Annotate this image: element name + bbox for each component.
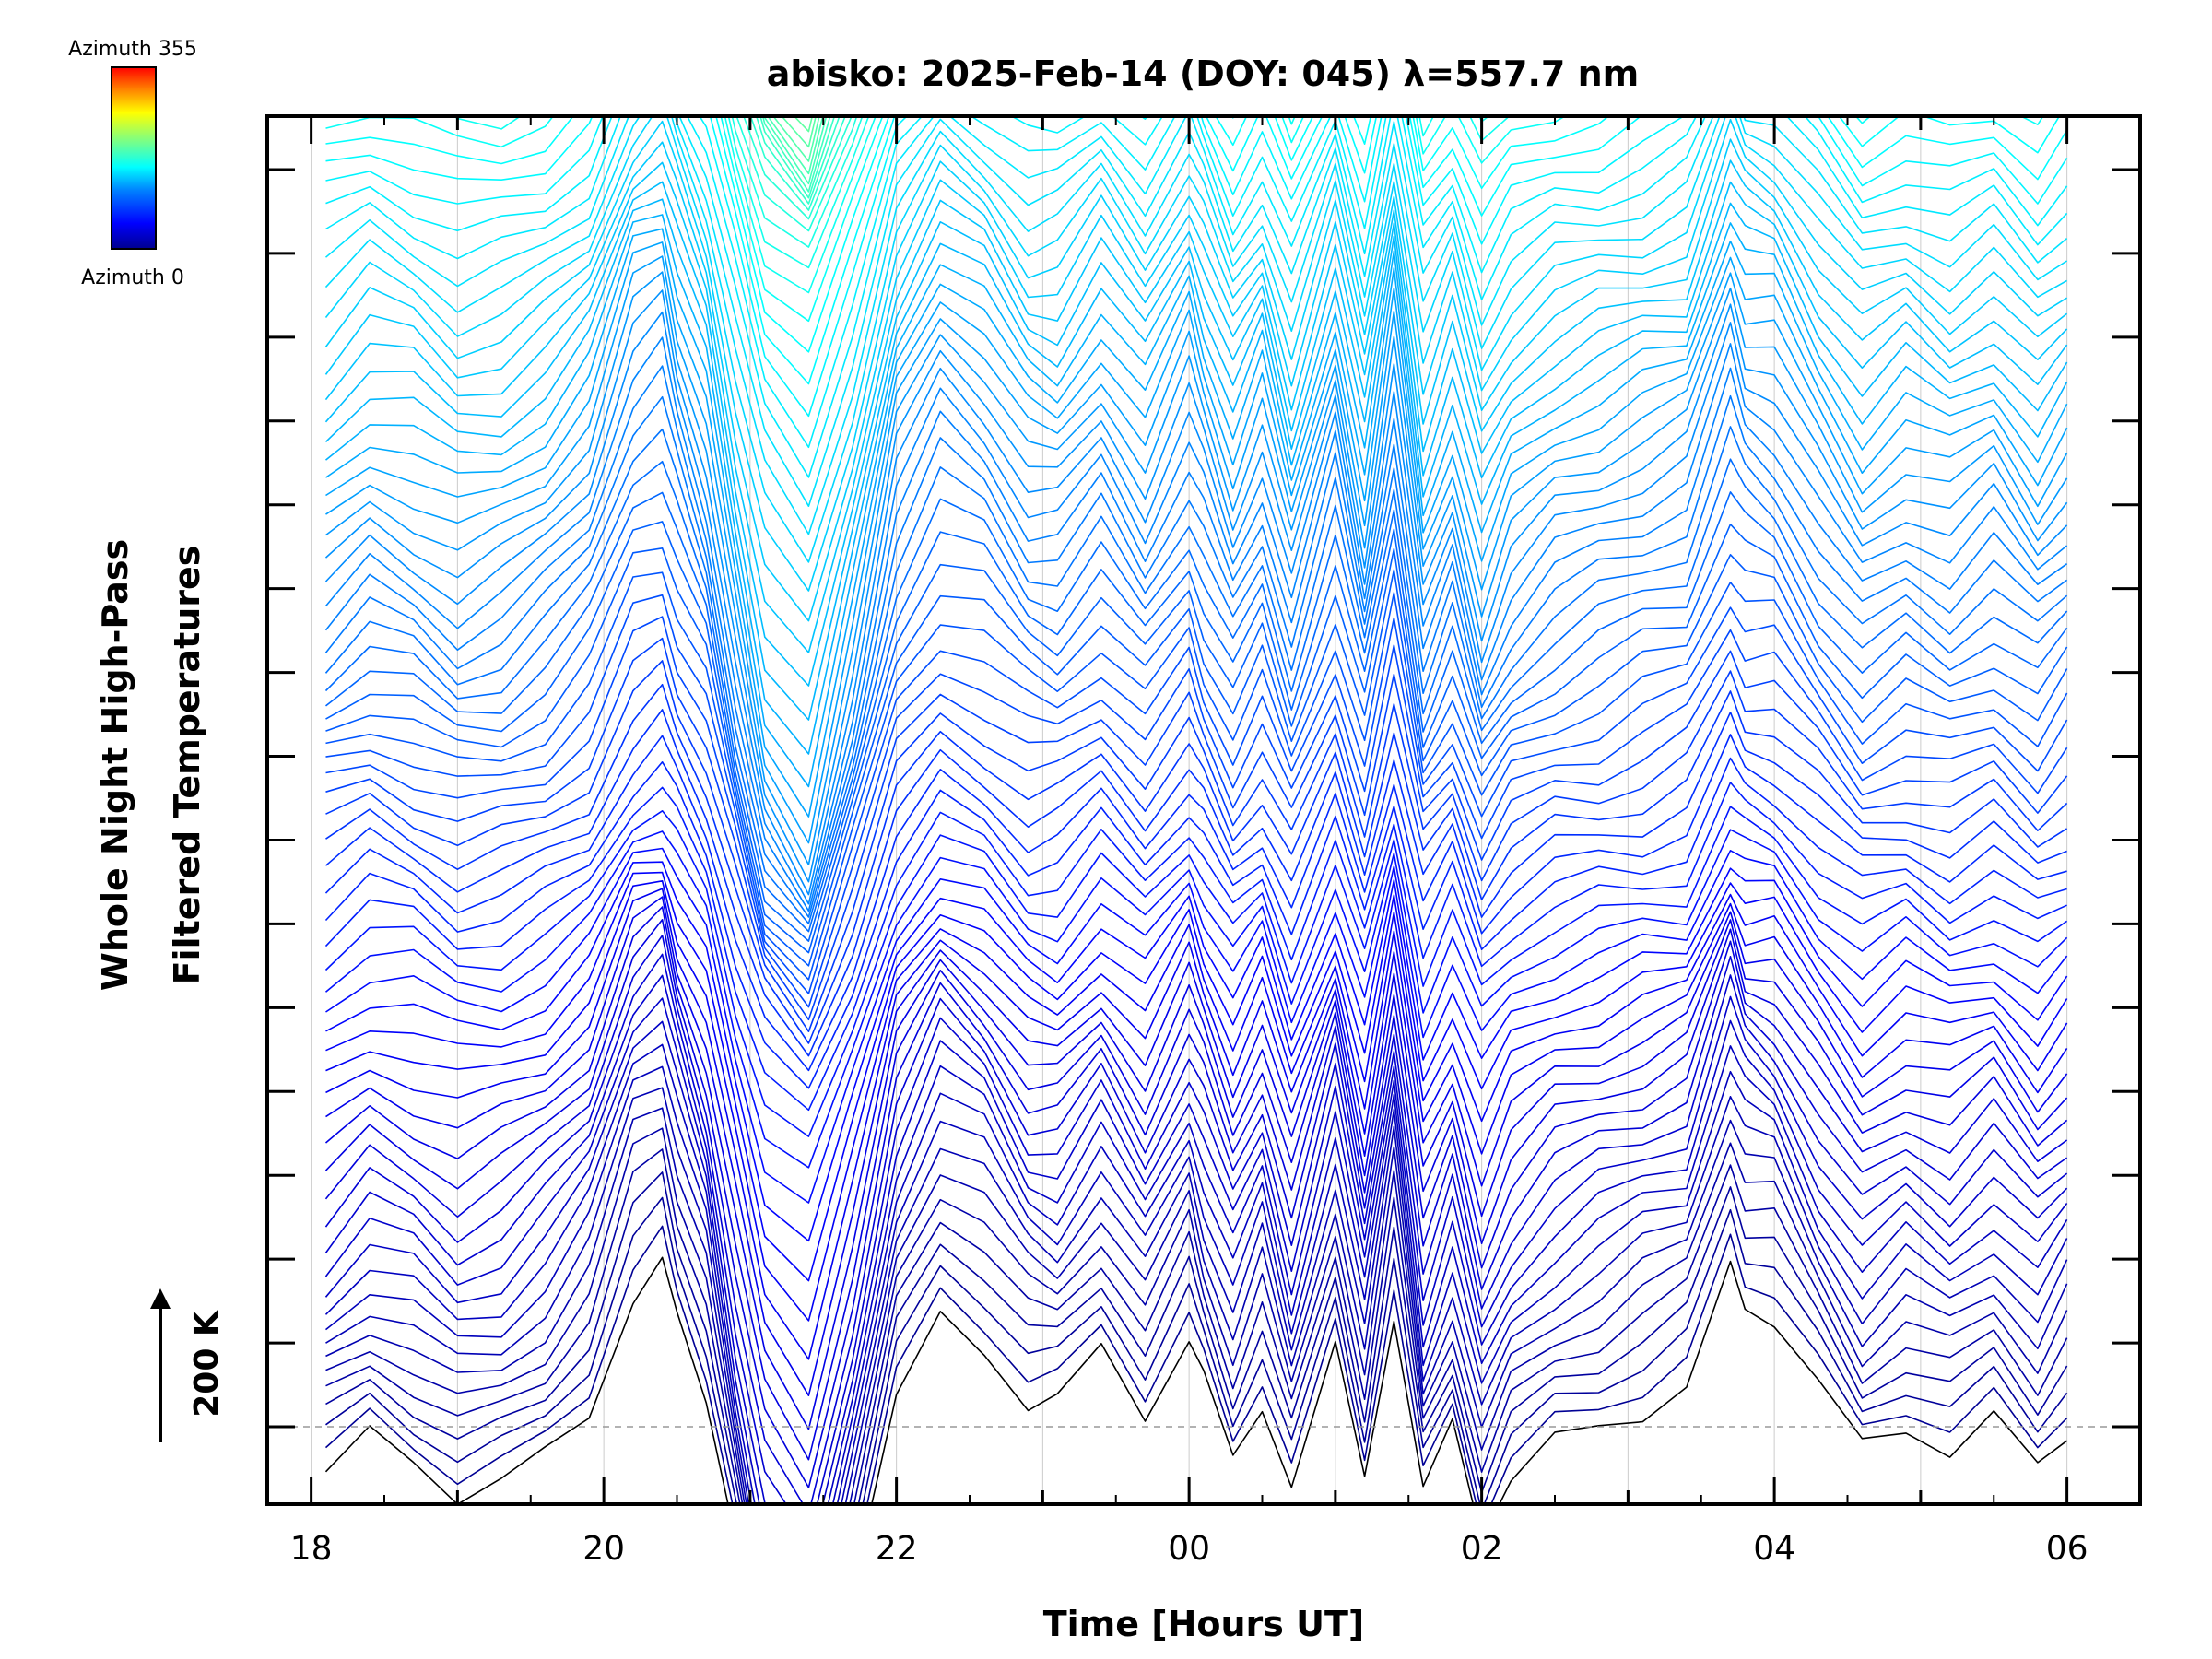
trace-azimuth-32.5 <box>324 953 2068 1502</box>
trace-azimuth-110 <box>324 289 2068 883</box>
trace-azimuth-95 <box>324 458 2068 933</box>
trace-azimuth-107.5 <box>324 311 2068 896</box>
trace-azimuth-5 <box>325 1196 2068 1502</box>
trace-azimuth-60 <box>324 806 2068 1137</box>
x-tick-label: 04 <box>1753 1530 1795 1568</box>
trace-azimuth-207.5 <box>326 0 2067 43</box>
trace-azimuth-10 <box>325 1148 2068 1502</box>
trace-azimuth-37.5 <box>324 919 2068 1461</box>
trace-azimuth-90 <box>325 521 2068 954</box>
x-tick-label: 22 <box>876 1530 918 1568</box>
trace-azimuth-65 <box>324 757 2067 1089</box>
y-axis-label-line1: Whole Night High-Pass <box>95 539 135 991</box>
colorbar-bottom-label: Azimuth 0 <box>81 266 184 289</box>
trace-azimuth-125 <box>324 198 2068 721</box>
trace-azimuth-97.5 <box>324 426 2068 924</box>
temperature-traces <box>324 0 2068 1502</box>
trace-azimuth-102.5 <box>324 365 2068 912</box>
trace-azimuth-50 <box>325 871 2068 1282</box>
trace-azimuth-145 <box>325 118 2068 478</box>
trace-azimuth-127.5 <box>324 181 2068 687</box>
colorbar-top-label: Azimuth 355 <box>68 38 197 61</box>
trace-azimuth-92.5 <box>325 491 2068 942</box>
scale-label: 200 K <box>188 1310 226 1418</box>
trace-azimuth-172.5 <box>750 118 846 211</box>
x-tick-label: 20 <box>582 1530 625 1568</box>
trace-azimuth-0 <box>324 1256 2068 1502</box>
trace-azimuth-12.5 <box>325 1127 2068 1502</box>
trace-azimuth-120 <box>325 228 2068 788</box>
trace-azimuth-67.5 <box>324 734 2067 1072</box>
trace-azimuth-25 <box>324 1019 2068 1502</box>
trace-azimuth-15 <box>325 1107 2068 1502</box>
trace-azimuth-20 <box>325 1065 2068 1502</box>
trace-azimuth-85 <box>325 571 2068 981</box>
trace-azimuth-62.5 <box>324 782 2067 1112</box>
x-tick-label: 00 <box>1168 1530 1210 1568</box>
x-tick-label: 02 <box>1461 1530 1503 1568</box>
trace-azimuth-17.5 <box>325 1087 2068 1502</box>
trace-azimuth-47.5 <box>325 880 2068 1322</box>
trace-azimuth-130 <box>324 159 2068 653</box>
y-axis-label-line2: Filtered Temperatures <box>167 546 207 985</box>
trace-azimuth-35 <box>324 935 2068 1488</box>
trace-azimuth-42.5 <box>325 896 2068 1396</box>
trace-azimuth-87.5 <box>325 547 2068 967</box>
trace-azimuth-115 <box>325 255 2068 844</box>
trace-azimuth-155 <box>325 118 2060 353</box>
trace-azimuth-205 <box>326 0 2067 57</box>
trace-azimuth-152.5 <box>325 118 2068 385</box>
trace-azimuth-175 <box>756 118 840 205</box>
trace-azimuth-22.5 <box>324 1043 2068 1502</box>
trace-azimuth-77.5 <box>325 637 2068 1021</box>
trace-azimuth-147.5 <box>325 118 2068 449</box>
trace-azimuth-27.5 <box>324 995 2068 1502</box>
axis-ticks <box>267 116 2141 1504</box>
trace-azimuth-2.5 <box>324 1225 2068 1502</box>
trace-azimuth-212.5 <box>326 0 2067 9</box>
trace-azimuth-132.5 <box>324 138 2068 622</box>
plot-frame <box>265 114 2142 1506</box>
trace-azimuth-180 <box>762 118 830 193</box>
trace-azimuth-117.5 <box>325 241 2068 818</box>
trace-azimuth-57.5 <box>324 829 2068 1169</box>
trace-azimuth-100 <box>324 394 2068 918</box>
trace-azimuth-30 <box>324 974 2068 1502</box>
colorbar <box>111 66 157 250</box>
scale-arrow-head <box>150 1288 171 1309</box>
x-tick-label: 06 <box>2046 1530 2088 1568</box>
trace-azimuth-52.5 <box>325 861 2068 1242</box>
trace-azimuth-80 <box>325 616 2068 1008</box>
trace-azimuth-122.5 <box>324 214 2068 755</box>
trace-azimuth-140 <box>324 118 2068 535</box>
x-axis-label: Time [Hours UT] <box>1043 1604 1365 1644</box>
trace-azimuth-105 <box>324 336 2068 905</box>
trace-azimuth-72.5 <box>325 683 2068 1044</box>
trace-azimuth-7.5 <box>325 1171 2068 1502</box>
trace-azimuth-82.5 <box>325 594 2068 994</box>
trace-azimuth-70 <box>324 709 2067 1057</box>
trace-azimuth-137.5 <box>324 118 2067 563</box>
trace-azimuth-210 <box>326 0 2067 28</box>
x-tick-label: 18 <box>290 1530 333 1568</box>
trace-azimuth-75 <box>325 660 2068 1032</box>
trace-azimuth-142.5 <box>324 118 2068 507</box>
trace-azimuth-135 <box>324 118 2068 592</box>
x-tick-labels: 18 20 22 00 02 04 06 <box>290 1530 2088 1568</box>
trace-azimuth-40 <box>324 906 2068 1430</box>
trace-azimuth-112.5 <box>325 271 2068 865</box>
chart-title: abisko: 2025-Feb-14 (DOY: 045) λ=557.7 n… <box>767 53 1639 94</box>
trace-azimuth-45 <box>325 888 2068 1360</box>
trace-azimuth-55 <box>325 847 2068 1204</box>
trace-azimuth-170 <box>743 118 853 220</box>
trace-azimuth-150 <box>325 118 2068 418</box>
